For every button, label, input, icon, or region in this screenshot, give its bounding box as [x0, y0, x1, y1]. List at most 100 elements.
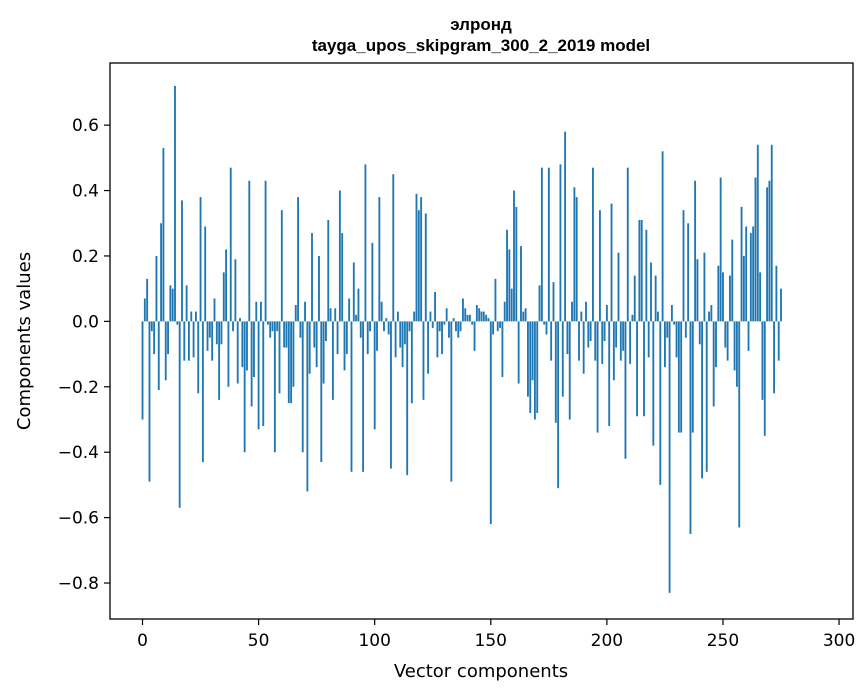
bar-103 — [380, 301, 383, 322]
bar-30 — [211, 321, 214, 361]
bar-139 — [464, 308, 467, 322]
bar-27 — [204, 226, 207, 322]
bar-245 — [710, 305, 713, 322]
bar-205 — [617, 252, 620, 322]
bar-128 — [438, 321, 441, 332]
bar-56 — [271, 321, 274, 332]
bar-121 — [422, 321, 425, 400]
bar-102 — [378, 197, 381, 322]
bar-188 — [578, 321, 580, 361]
bar-170 — [536, 321, 539, 413]
bar-109 — [394, 321, 397, 358]
bar-250 — [722, 272, 724, 322]
bar-119 — [417, 210, 420, 322]
bar-198 — [601, 321, 604, 364]
bar-222 — [657, 311, 659, 322]
bar-275 — [780, 288, 782, 322]
bar-108 — [392, 174, 395, 322]
bar-74 — [313, 321, 316, 348]
bar-20 — [188, 321, 190, 361]
bar-120 — [420, 197, 423, 322]
bar-230 — [675, 321, 678, 358]
bar-10 — [164, 321, 167, 381]
bar-140 — [466, 314, 469, 322]
bar-175 — [547, 167, 550, 322]
bar-85 — [338, 190, 341, 322]
bar-158 — [508, 249, 511, 322]
bar-271 — [770, 144, 773, 322]
bar-190 — [582, 321, 585, 374]
bar-225 — [664, 321, 666, 368]
bar-12 — [169, 285, 172, 322]
bar-49 — [255, 301, 258, 322]
bar-81 — [329, 308, 332, 322]
bar-47 — [250, 321, 253, 407]
bar-211 — [631, 314, 634, 322]
x-tick-label-250: 250 — [707, 631, 739, 651]
y-tick-label-2: −0.4 — [58, 443, 99, 463]
bar-274 — [777, 321, 780, 361]
bar-217 — [645, 229, 648, 322]
bar-13 — [171, 288, 174, 322]
bar-3 — [148, 321, 151, 482]
bar-26 — [201, 321, 204, 463]
bar-75 — [315, 321, 318, 368]
bar-162 — [517, 321, 520, 384]
bar-186 — [573, 187, 576, 322]
bar-210 — [629, 321, 632, 364]
bar-202 — [610, 203, 613, 322]
bar-253 — [729, 275, 731, 322]
bar-237 — [691, 321, 694, 433]
bar-251 — [724, 321, 727, 348]
bar-134 — [452, 318, 455, 322]
bar-220 — [652, 321, 655, 446]
bar-178 — [554, 321, 557, 423]
bar-40 — [234, 259, 237, 322]
bar-206 — [619, 321, 622, 361]
bar-182 — [564, 131, 567, 322]
bar-143 — [473, 321, 476, 351]
x-tick-label-200: 200 — [591, 631, 623, 651]
bar-265 — [756, 144, 759, 322]
bar-148 — [485, 314, 488, 322]
bar-52 — [262, 321, 265, 427]
bar-17 — [181, 200, 183, 322]
bar-54 — [266, 321, 269, 325]
bar-247 — [715, 321, 717, 368]
bar-46 — [248, 180, 251, 322]
bar-31 — [213, 298, 216, 322]
bar-65 — [292, 321, 295, 387]
bar-169 — [533, 321, 536, 420]
bar-83 — [334, 308, 337, 322]
bar-258 — [740, 206, 743, 322]
bar-266 — [759, 272, 762, 322]
bar-35 — [222, 272, 225, 322]
bar-200 — [605, 305, 608, 322]
bar-64 — [290, 321, 293, 404]
y-tick-label-5: 0.2 — [72, 247, 99, 267]
bar-246 — [712, 321, 715, 407]
bar-255 — [733, 321, 736, 371]
bar-242 — [703, 252, 706, 322]
bar-234 — [684, 321, 687, 338]
bar-160 — [513, 190, 515, 322]
bar-232 — [680, 321, 683, 433]
y-axis-ticks: −0.8 −0.6 −0.4 −0.2 0.0 0.2 0.4 0.6 — [58, 116, 110, 594]
bar-208 — [624, 321, 627, 459]
bar-226 — [666, 321, 669, 338]
bar-132 — [448, 321, 450, 338]
bar-168 — [531, 321, 534, 381]
bar-51 — [259, 301, 262, 322]
bar-218 — [647, 321, 650, 358]
bar-19 — [185, 285, 188, 322]
bar-171 — [538, 285, 541, 322]
bar-129 — [441, 321, 443, 355]
bar-174 — [545, 321, 548, 335]
bar-254 — [731, 239, 734, 322]
bar-145 — [478, 308, 481, 322]
bar-48 — [253, 321, 255, 377]
bar-156 — [503, 301, 506, 322]
bar-189 — [580, 311, 583, 322]
bar-149 — [487, 318, 490, 322]
